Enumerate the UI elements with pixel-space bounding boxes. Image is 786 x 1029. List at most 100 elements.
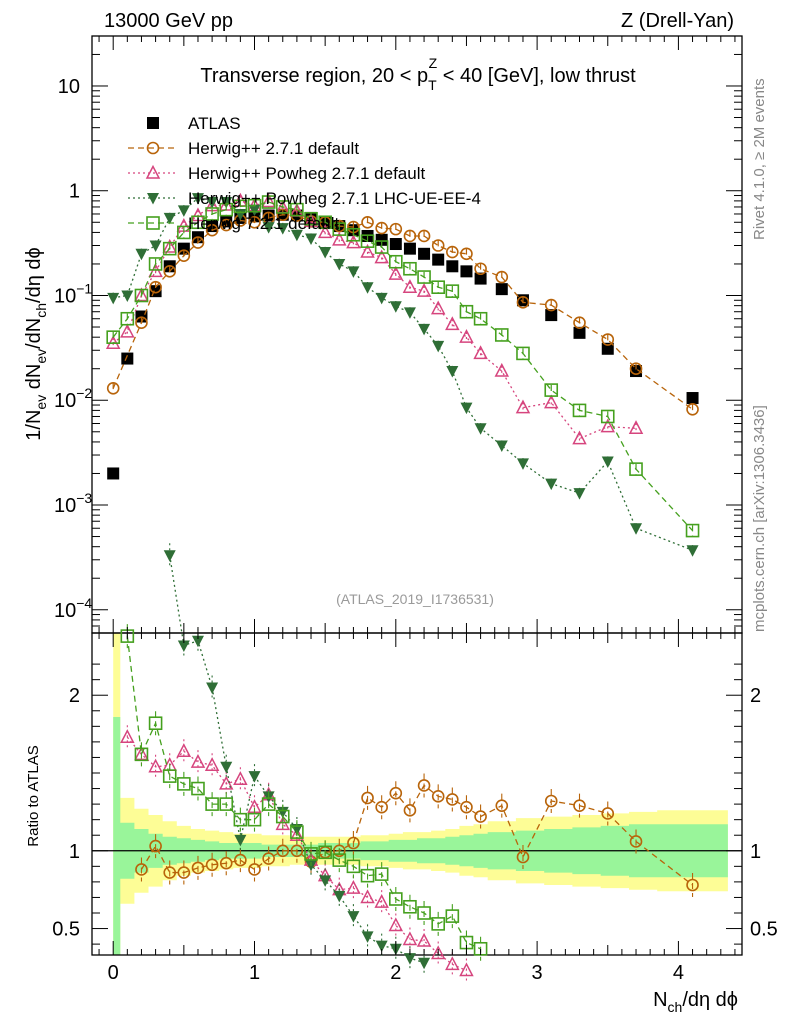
ratio-point (388, 917, 404, 932)
series-1 (106, 208, 699, 416)
data-point (333, 258, 346, 271)
data-point (417, 229, 431, 243)
ratio-point (403, 953, 416, 965)
data-point (545, 478, 558, 491)
legend-label: Herwig++ 2.7.1 default (188, 139, 359, 158)
title-suffix: < 40 [GeV], low thrust (437, 65, 636, 87)
ratio-point (233, 812, 248, 827)
ratio-point (446, 793, 459, 806)
data-point (402, 279, 418, 293)
data-point (162, 238, 177, 253)
data-point (220, 197, 233, 209)
ratio-point (332, 844, 346, 858)
ratio-point (601, 807, 615, 820)
data-point (290, 229, 303, 242)
ratio-point (290, 825, 304, 839)
ratio-series-4 (120, 624, 488, 961)
data-point (361, 215, 374, 229)
legend-marker (146, 141, 160, 155)
y-tick-label: 1 (69, 181, 80, 203)
ratio-point (389, 892, 403, 906)
ratio-tick-label-left: 1 (69, 841, 80, 863)
data-point (474, 272, 487, 285)
data-point (332, 231, 347, 246)
ratio-point (332, 853, 347, 867)
ratio-point (148, 716, 163, 731)
data-point (629, 462, 643, 476)
data-point (629, 362, 643, 376)
ratio-point (276, 844, 290, 858)
legend-label: Herwig++ Powheg 2.7.1 default (188, 164, 425, 183)
legend-marker (146, 216, 160, 230)
data-point (233, 199, 248, 214)
ratio-point (275, 809, 290, 824)
data-point (474, 262, 487, 276)
data-point (163, 212, 176, 225)
ratio-point (375, 800, 388, 814)
data-point (317, 224, 333, 239)
data-point (248, 204, 261, 217)
data-point (430, 300, 446, 315)
legend-label: ATLAS (188, 114, 241, 133)
ratio-point (430, 945, 446, 960)
ratio-point (248, 863, 261, 876)
data-point (389, 301, 402, 313)
data-point (374, 249, 389, 264)
data-point (495, 270, 509, 284)
data-point (262, 222, 275, 234)
y-tick-label: 10−1 (54, 280, 92, 307)
ratio-line (140, 784, 693, 886)
data-point (446, 366, 459, 378)
header-right: Z (Drell-Yan) (621, 10, 734, 32)
data-point (572, 403, 587, 418)
legend-entry-0: ATLAS (147, 114, 241, 133)
data-point (495, 283, 508, 296)
axis-ticks: 0 1 2 3 4 10−4 10−3 10−2 10−1 1 10 0.5 0.5 1 1 2 2 (52, 35, 778, 984)
data-point (304, 211, 318, 226)
ratio-point (573, 799, 586, 812)
data-point (148, 257, 163, 271)
data-point (305, 233, 318, 245)
series-line (112, 201, 694, 532)
data-point (431, 239, 445, 252)
ratio-series-3 (163, 543, 431, 975)
data-point (418, 247, 431, 260)
ratio-point (148, 758, 163, 773)
title-sub: T (428, 77, 437, 93)
ratio-series-layer (120, 543, 699, 983)
legend-entry-3: Herwig++ Powheg 2.7.1 LHC-UE-EE-4 (128, 189, 481, 208)
legend: ATLAS Herwig++ 2.7.1 default Herwig++ Powh… (128, 114, 481, 233)
y-tick-label: 10−2 (54, 385, 92, 412)
data-point (389, 238, 402, 251)
ratio-point (290, 844, 304, 858)
ratio-line (126, 636, 481, 950)
data-point (163, 265, 177, 278)
data-point (544, 298, 558, 312)
ratio-point (191, 861, 205, 875)
data-point (403, 261, 417, 276)
data-point (276, 223, 289, 235)
data-point (495, 440, 508, 452)
ratio-point (191, 635, 204, 648)
ratio-point (204, 757, 220, 771)
data-point (120, 311, 135, 326)
data-point (149, 240, 162, 253)
data-point (120, 323, 135, 338)
ratio-point (403, 804, 417, 817)
data-point (545, 309, 558, 322)
ratio-point (495, 799, 509, 812)
data-point (361, 282, 374, 294)
ratio-point (205, 797, 219, 811)
data-point (332, 222, 347, 236)
data-point (630, 523, 643, 535)
ratio-point (361, 791, 374, 805)
data-point (106, 382, 120, 395)
header-left: 13000 GeV pp (104, 10, 233, 32)
ratio-line (169, 555, 425, 964)
ratio-point (206, 682, 219, 694)
data-point (460, 265, 473, 278)
ratio-tick-label-right: 1 (750, 841, 761, 863)
data-point (686, 545, 699, 557)
x-axis-label: Nch/dη dϕ (653, 989, 738, 1015)
